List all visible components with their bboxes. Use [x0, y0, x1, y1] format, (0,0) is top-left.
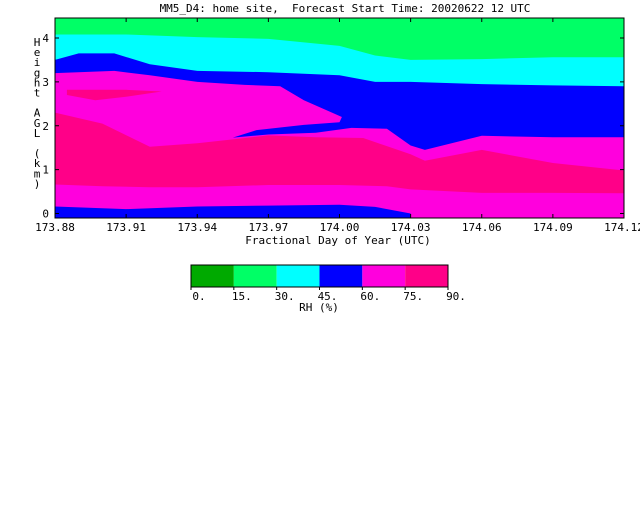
y-label-letter: i [34, 56, 41, 69]
x-tick-label: 174.00 [320, 221, 360, 234]
y-axis: 0 1 2 3 4 [42, 32, 624, 221]
y-label-letter: g [34, 66, 41, 79]
island-0 [66, 89, 162, 101]
y-tick-label: 4 [42, 32, 49, 45]
chart-title: MM5_D4: home site, Forecast Start Time: … [160, 2, 531, 15]
colorbar-tick-label: 0. [192, 290, 205, 303]
y-label-letter: L [34, 127, 41, 140]
x-tick-label: 173.97 [249, 221, 289, 234]
x-tick-label: 173.94 [177, 221, 217, 234]
x-axis: 173.88 173.91 173.94 173.97 174.00 174.03 174.… [35, 18, 640, 234]
y-label-letter: G [34, 117, 41, 130]
colorbar-swatch [191, 265, 234, 287]
y-tick-label: 0 [42, 208, 49, 221]
y-label-letter: A [34, 107, 41, 120]
colorbar-swatch [362, 265, 406, 287]
colorbar-swatch [319, 265, 363, 287]
plot-area [55, 18, 624, 218]
colorbar-swatch [276, 265, 320, 287]
y-label-letter: ) [34, 177, 41, 190]
y-label-letter: m [34, 167, 41, 180]
colorbar-tick-label: 15. [232, 290, 252, 303]
y-tick-label: 3 [42, 76, 49, 89]
colorbar-tick-label: 30. [275, 290, 295, 303]
colorbar: 0. 15. 30. 45. 60. 75. 90. [190, 264, 466, 303]
colorbar-tick-label: 60. [360, 290, 380, 303]
colorbar-tick-label: 90. [446, 290, 466, 303]
y-label-letter: t [34, 87, 41, 100]
y-tick-label: 1 [42, 164, 49, 177]
x-tick-label: 174.09 [533, 221, 573, 234]
y-label-letter: k [34, 157, 41, 170]
x-tick-label: 173.91 [106, 221, 146, 234]
colorbar-swatch [405, 265, 448, 287]
y-label-letter: h [34, 76, 41, 89]
colorbar-tick-label: 75. [403, 290, 423, 303]
x-tick-label: 174.12 [604, 221, 640, 234]
band-7-45-60 [55, 204, 411, 218]
x-axis-label: Fractional Day of Year (UTC) [245, 234, 430, 247]
x-tick-label: 174.06 [462, 221, 502, 234]
colorbar-swatch [233, 265, 277, 287]
y-label-letter: ( [34, 147, 41, 160]
colorbar-label: RH (%) [299, 301, 339, 314]
y-label-letter: H [34, 36, 41, 49]
x-tick-label: 174.03 [391, 221, 431, 234]
y-tick-label: 2 [42, 120, 49, 133]
y-label-letter: e [34, 46, 41, 59]
x-tick-label: 173.88 [35, 221, 75, 234]
colorbar-tick-label: 45. [318, 290, 338, 303]
